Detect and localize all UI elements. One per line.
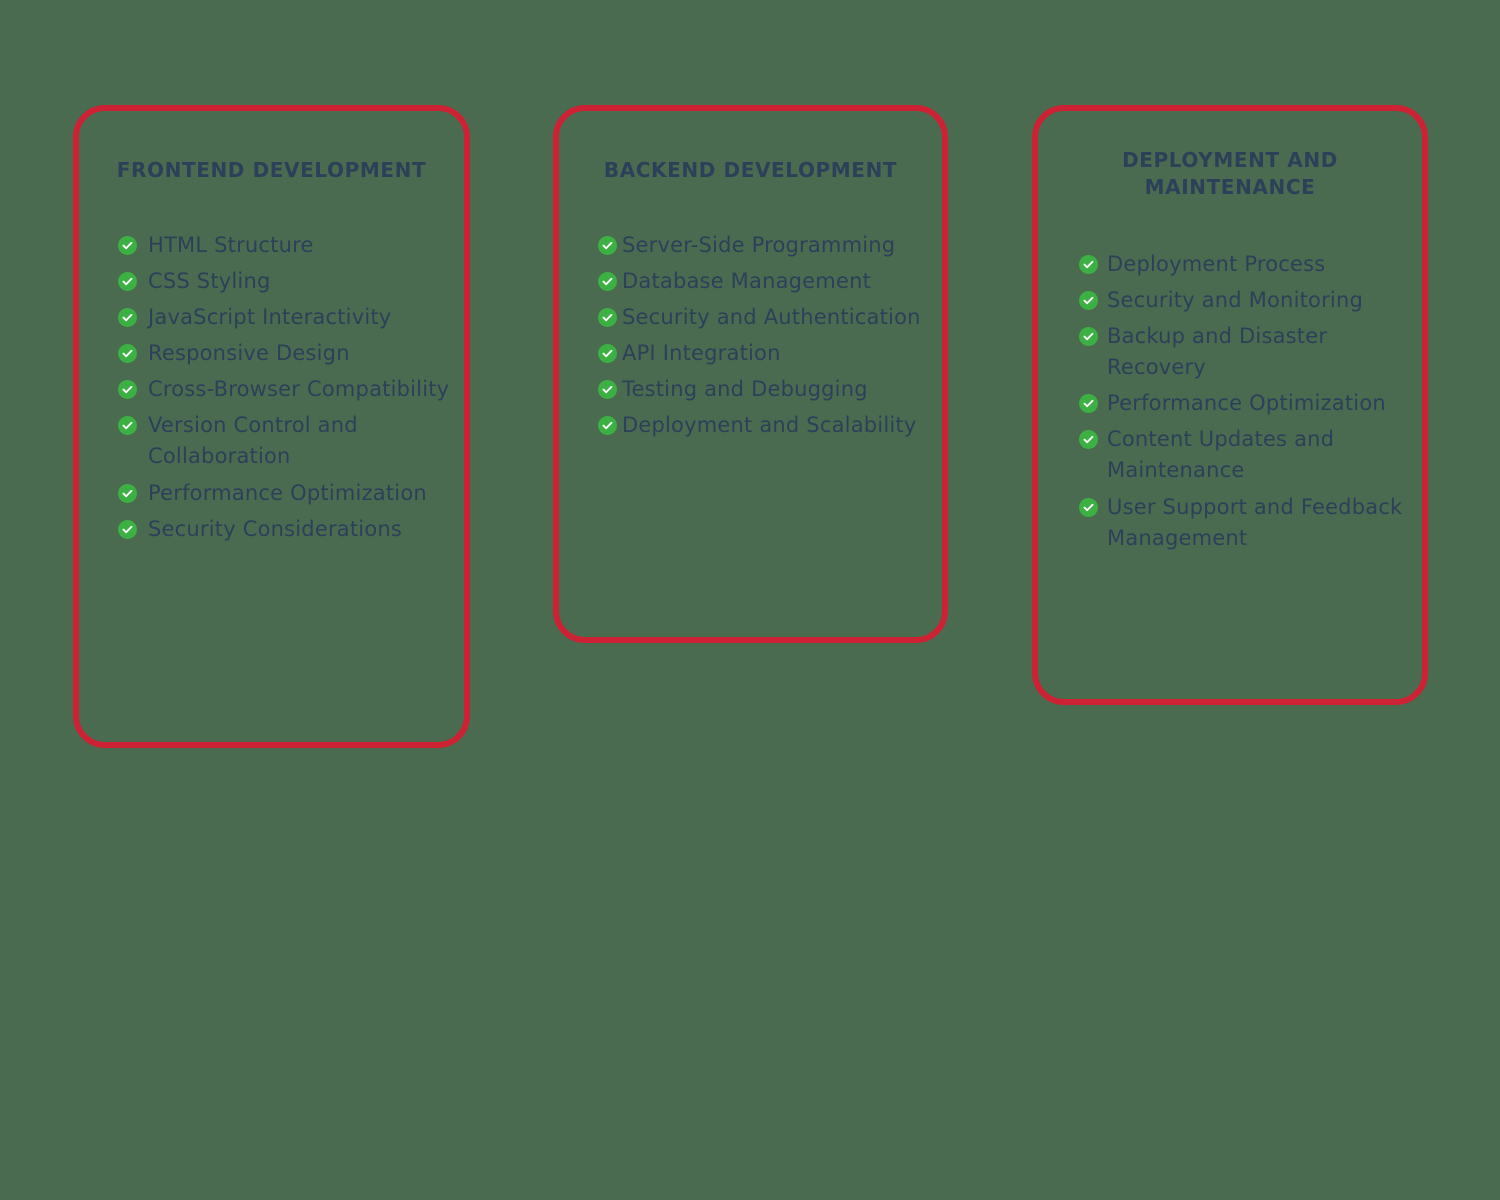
feature-item: Responsive Design bbox=[118, 338, 464, 369]
feature-item: Performance Optimization bbox=[1079, 388, 1422, 419]
feature-item-label: Content Updates and Maintenance bbox=[1107, 427, 1335, 483]
feature-item: Deployment and Scalability bbox=[598, 410, 942, 441]
check-circle-icon bbox=[118, 236, 137, 255]
feature-item: Content Updates and Maintenance bbox=[1079, 424, 1422, 486]
feature-item-label: HTML Structure bbox=[148, 233, 314, 257]
check-circle-icon bbox=[598, 272, 617, 292]
check-circle-icon bbox=[598, 344, 617, 364]
check-circle-icon bbox=[118, 344, 137, 364]
feature-item: API Integration bbox=[598, 338, 942, 369]
feature-item: Database Management bbox=[598, 266, 942, 297]
feature-item-label: Testing and Debugging bbox=[622, 377, 868, 402]
check-circle-icon bbox=[118, 483, 137, 503]
feature-item-label: Version Control and Collaboration bbox=[148, 413, 358, 469]
feature-list: Server-Side Programming Database Manageme… bbox=[559, 230, 942, 441]
feature-item-label: Responsive Design bbox=[148, 341, 350, 366]
feature-item: CSS Styling bbox=[118, 266, 464, 297]
check-circle-icon bbox=[118, 519, 137, 539]
feature-item-label: Security and Authentication bbox=[622, 305, 921, 330]
check-circle-icon bbox=[118, 272, 137, 292]
feature-item-label: Backup and Disaster Recovery bbox=[1107, 324, 1328, 380]
feature-item-label: Performance Optimization bbox=[1107, 391, 1386, 416]
check-circle-icon bbox=[1079, 327, 1098, 347]
feature-item: Security Considerations bbox=[118, 514, 464, 545]
check-circle-icon bbox=[598, 236, 617, 255]
check-circle-icon bbox=[598, 416, 617, 436]
feature-item-label: Deployment and Scalability bbox=[622, 413, 917, 438]
feature-item-label: JavaScript Interactivity bbox=[148, 305, 392, 330]
card-title: FRONTEND DEVELOPMENT bbox=[116, 158, 427, 182]
feature-item-label: Cross-Browser Compatibility bbox=[148, 377, 450, 402]
feature-item: Deployment Process bbox=[1079, 249, 1422, 280]
feature-item: Security and Authentication bbox=[598, 302, 942, 333]
feature-item: Testing and Debugging bbox=[598, 374, 942, 405]
feature-item: Backup and Disaster Recovery bbox=[1079, 321, 1422, 383]
card-deployment-and-maintenance: DEPLOYMENT AND MAINTENANCE Deployment Pr… bbox=[1032, 105, 1428, 705]
check-circle-icon bbox=[1079, 255, 1098, 274]
feature-item-label: Security Considerations bbox=[148, 516, 403, 541]
check-circle-icon bbox=[118, 308, 137, 328]
feature-item-label: Performance Optimization bbox=[148, 480, 427, 505]
card-title: DEPLOYMENT AND MAINTENANCE bbox=[1122, 148, 1338, 199]
feature-list: Deployment Process Security and Monitorin… bbox=[1038, 249, 1422, 554]
feature-item: Server-Side Programming bbox=[598, 230, 942, 261]
feature-list: HTML Structure CSS Styling JavaScript Inte… bbox=[79, 230, 464, 545]
feature-item-label: Deployment Process bbox=[1107, 252, 1326, 276]
feature-item: Performance Optimization bbox=[118, 478, 464, 509]
feature-item-label: Database Management bbox=[622, 269, 872, 294]
feature-item: User Support and Feedback Management bbox=[1079, 492, 1422, 554]
feature-item: Cross-Browser Compatibility bbox=[118, 374, 464, 405]
feature-item: Security and Monitoring bbox=[1079, 285, 1422, 316]
check-circle-icon bbox=[1079, 291, 1098, 311]
check-circle-icon bbox=[118, 416, 137, 436]
check-circle-icon bbox=[1079, 430, 1098, 450]
feature-item: JavaScript Interactivity bbox=[118, 302, 464, 333]
check-circle-icon bbox=[1079, 394, 1098, 414]
feature-item: HTML Structure bbox=[118, 230, 464, 261]
feature-item-label: API Integration bbox=[622, 341, 781, 366]
check-circle-icon bbox=[1079, 497, 1098, 517]
card-backend-development: BACKEND DEVELOPMENT Server-Side Programm… bbox=[553, 105, 948, 643]
check-circle-icon bbox=[598, 380, 617, 400]
feature-item-label: Server-Side Programming bbox=[622, 233, 896, 257]
feature-item-label: User Support and Feedback Management bbox=[1107, 494, 1403, 550]
check-circle-icon bbox=[598, 308, 617, 328]
card-frontend-development: FRONTEND DEVELOPMENT HTML Structure CSS S… bbox=[73, 105, 470, 748]
check-circle-icon bbox=[118, 380, 137, 400]
card-title: BACKEND DEVELOPMENT bbox=[603, 158, 898, 182]
feature-item-label: Security and Monitoring bbox=[1107, 288, 1363, 313]
feature-item-label: CSS Styling bbox=[148, 269, 271, 294]
feature-item: Version Control and Collaboration bbox=[118, 410, 464, 472]
